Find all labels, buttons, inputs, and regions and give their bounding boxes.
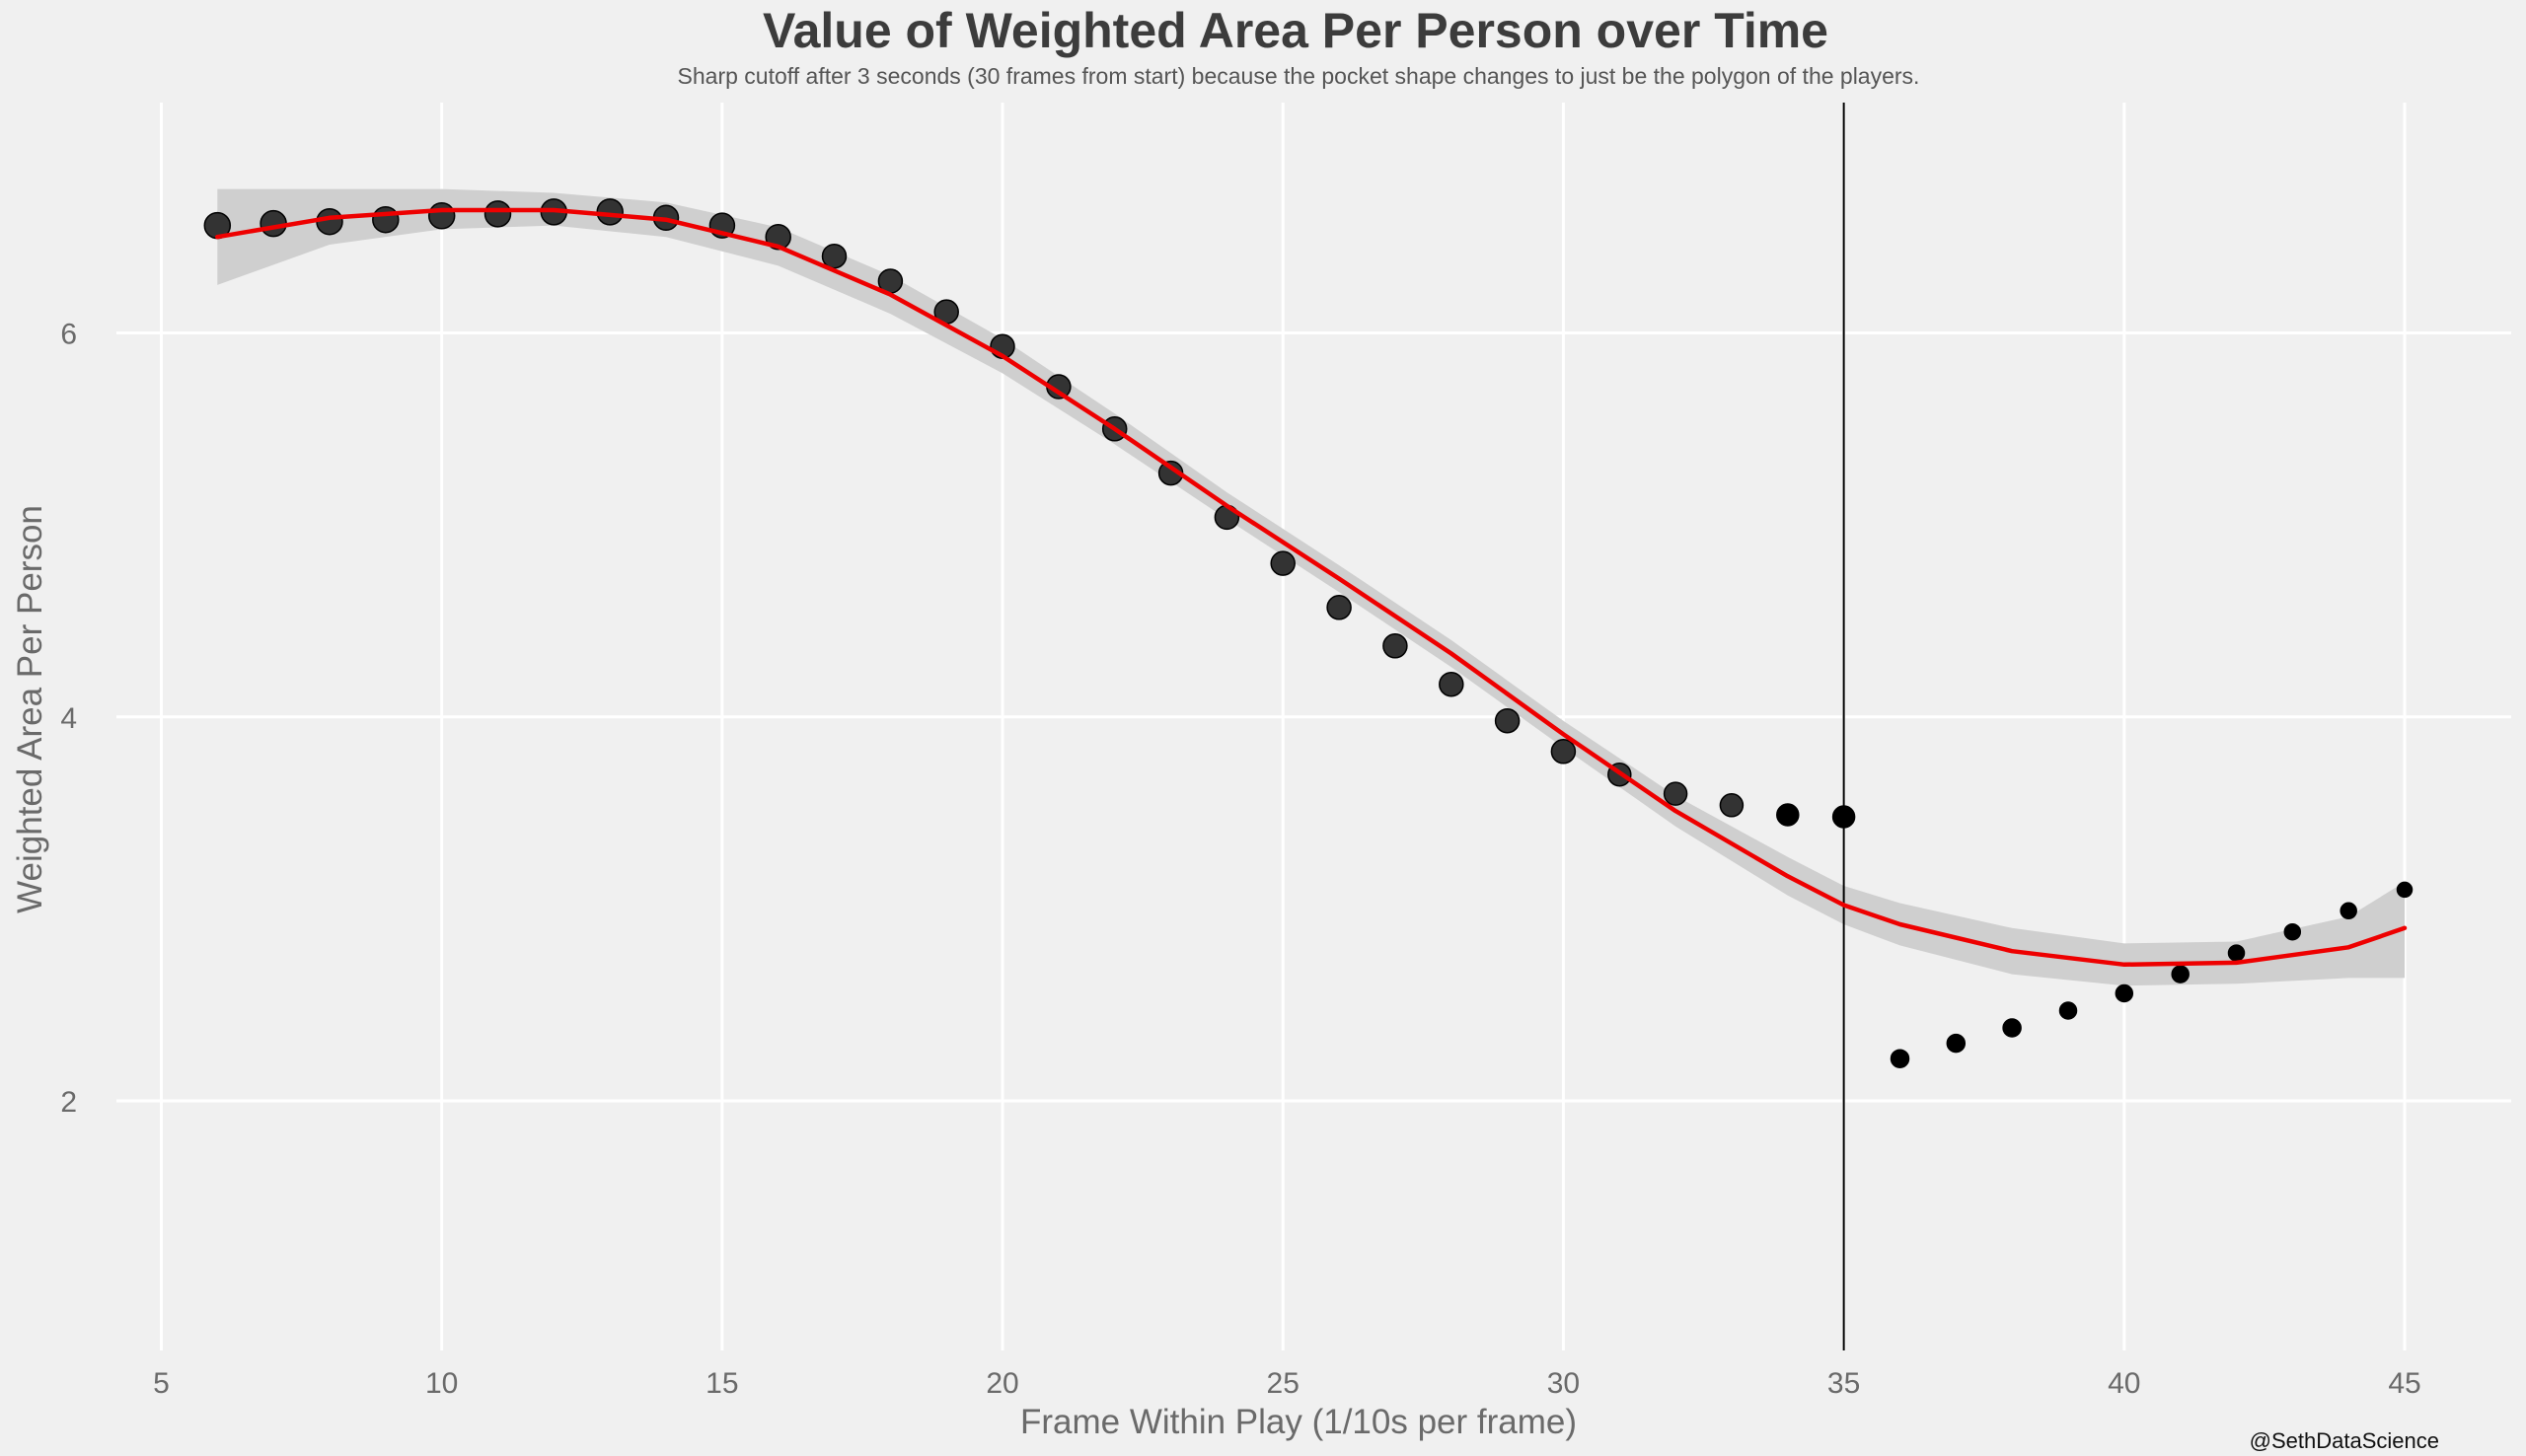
data-point [2002, 1018, 2022, 1038]
data-point [1270, 550, 1296, 576]
y-tick-label: 6 [60, 319, 77, 351]
y-axis-label: Weighted Area Per Person [11, 505, 49, 913]
x-tick-label: 40 [2108, 1367, 2140, 1400]
data-point [1494, 707, 1521, 734]
y-tick-label: 2 [60, 1086, 77, 1119]
trend-line-layer [215, 207, 2408, 968]
data-point [1719, 793, 1745, 818]
data-point [1326, 595, 1352, 620]
data-point [427, 202, 456, 230]
x-tick-label: 30 [1547, 1367, 1580, 1400]
data-point [1550, 739, 1577, 764]
x-tick-label: 20 [986, 1367, 1018, 1400]
data-point [2227, 944, 2246, 962]
data-point [372, 205, 400, 234]
data-point [2283, 922, 2302, 941]
x-tick-label: 15 [706, 1367, 738, 1400]
caption-credit: @SethDataScience [2250, 1428, 2439, 1453]
data-point [2340, 902, 2357, 920]
data-point [2396, 881, 2414, 899]
chart-subtitle: Sharp cutoff after 3 seconds (30 frames … [678, 63, 1920, 89]
data-point [821, 243, 848, 269]
data-point [316, 207, 343, 236]
data-point [2058, 1001, 2078, 1020]
tick-labels-layer: 5 10 15 20 25 30 35 40 45 2 4 6 [60, 319, 2420, 1400]
data-point [1946, 1033, 1967, 1054]
trend-line [215, 207, 2408, 968]
data-point [1663, 781, 1688, 806]
x-axis-label: Frame Within Play (1/10s per frame) [1020, 1403, 1577, 1441]
data-point [1776, 803, 1800, 827]
data-point [2171, 965, 2190, 983]
data-point [1890, 1049, 1910, 1068]
x-tick-label: 25 [1267, 1367, 1300, 1400]
y-tick-label: 4 [60, 702, 77, 735]
data-point [2115, 983, 2134, 1003]
x-tick-label: 45 [2388, 1367, 2420, 1400]
x-tick-label: 10 [425, 1367, 458, 1400]
data-point [483, 200, 512, 228]
x-tick-label: 5 [153, 1367, 170, 1400]
chart-title: Value of Weighted Area Per Person over T… [763, 3, 1828, 58]
data-point [1831, 805, 1856, 829]
grid-lines [116, 103, 2511, 1350]
x-tick-label: 35 [1827, 1367, 1860, 1400]
data-point [1382, 633, 1408, 659]
data-point [1439, 671, 1464, 697]
data-point [260, 209, 287, 238]
